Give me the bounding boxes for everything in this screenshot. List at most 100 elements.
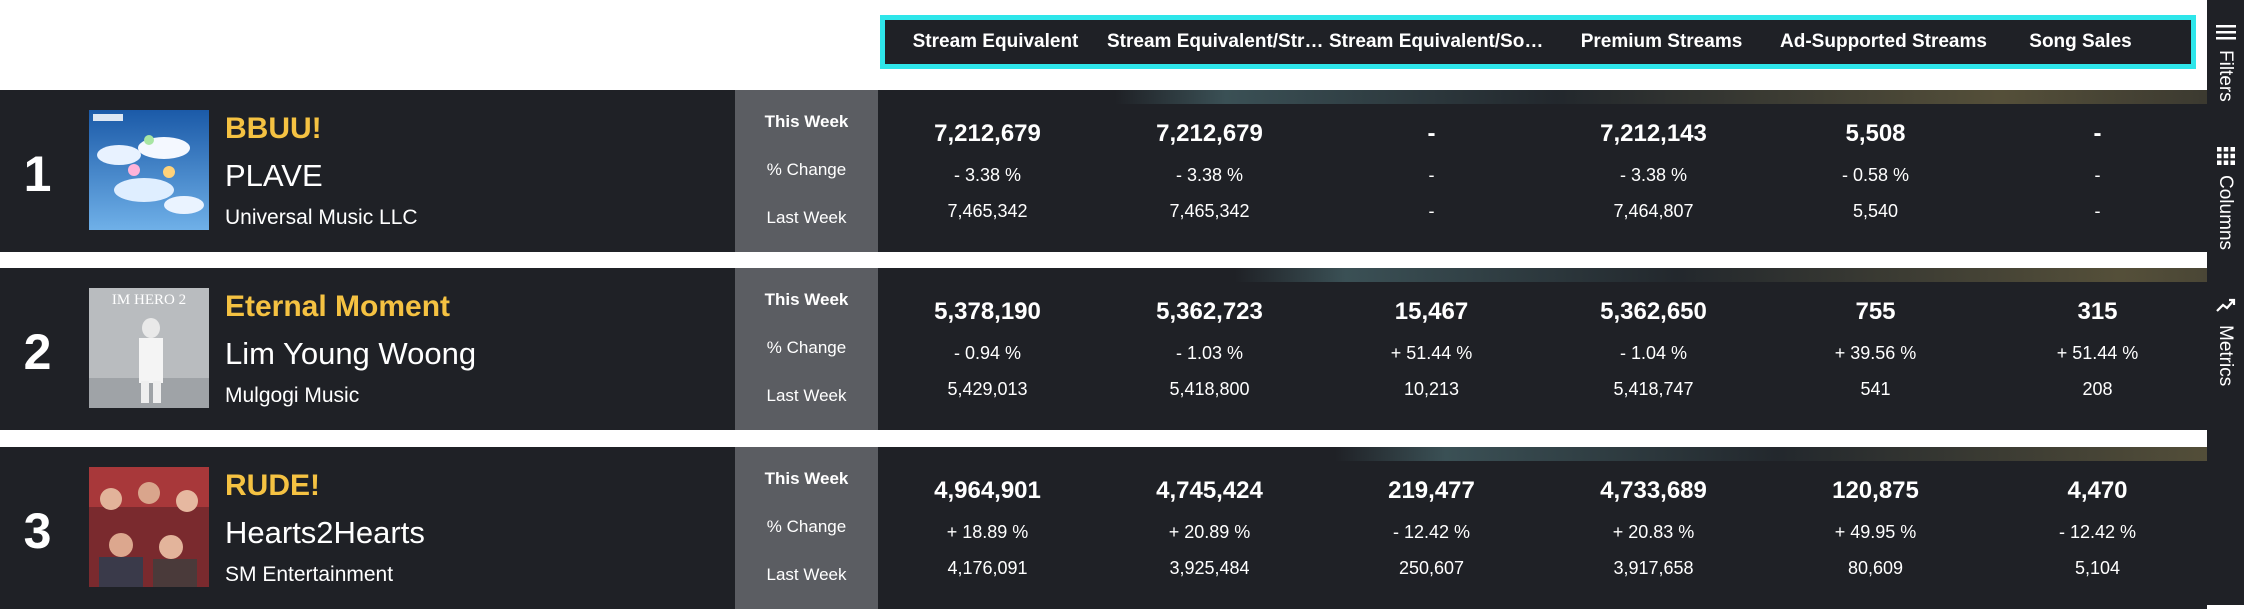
chart-row-2[interactable]: 2 IM HERO 2 Eternal Moment Lim Young Woo… [0, 268, 2207, 430]
value-this-week: 120,875 [1832, 477, 1919, 504]
this-week-label: This Week [764, 469, 849, 488]
value-this-week: 15,467 [1394, 298, 1469, 325]
column-header-stream-equivalent-songs[interactable]: Stream Equivalent/Son... [1329, 31, 1550, 52]
record-label: Universal Music LLC [225, 206, 418, 229]
artist-name[interactable]: Hearts2Hearts [225, 515, 425, 550]
value-pct-change: + 39.56 % [1834, 343, 1917, 363]
record-label: SM Entertainment [225, 563, 394, 586]
album-cover[interactable] [89, 110, 209, 230]
columns-button[interactable]: Columns [2207, 145, 2244, 260]
pct-change-label: % Change [766, 517, 847, 536]
trend-icon [2216, 298, 2236, 312]
value-last-week: 5,418,747 [1613, 379, 1694, 399]
chart-row-3[interactable]: 3 RUDE! Hearts2Hearts SM Entertainment T… [0, 447, 2207, 609]
this-week-label: This Week [764, 112, 849, 131]
rank-number: 3 [23, 503, 52, 559]
value-this-week: - [1427, 120, 1436, 147]
column-header-ad-supported-streams[interactable]: Ad-Supported Streams [1780, 31, 1987, 52]
value-pct-change: + 20.89 % [1168, 522, 1251, 542]
value-this-week: - [2093, 120, 2102, 147]
value-last-week: 5,418,800 [1169, 379, 1250, 399]
value-pct-change: - 12.42 % [2058, 522, 2137, 542]
value-this-week: 5,508 [1845, 120, 1906, 147]
value-this-week: 315 [2077, 298, 2118, 325]
value-pct-change: - 3.38 % [1175, 165, 1244, 185]
value-last-week: 5,540 [1852, 201, 1899, 221]
value-pct-change: - 1.04 % [1619, 343, 1688, 363]
filters-button[interactable]: Filters [2207, 20, 2244, 115]
value-pct-change: + 49.95 % [1834, 522, 1917, 542]
value-last-week: 250,607 [1398, 558, 1465, 578]
value-last-week: 3,917,658 [1613, 558, 1694, 578]
value-this-week: 4,733,689 [1600, 477, 1707, 504]
artist-name[interactable]: PLAVE [225, 158, 323, 193]
value-pct-change: + 20.83 % [1612, 522, 1695, 542]
pct-change-label: % Change [766, 160, 847, 179]
column-header-stream-equivalent-streams[interactable]: Stream Equivalent/Stre... [1107, 31, 1328, 52]
cover-text: IM HERO 2 [112, 292, 186, 308]
value-pct-change: - 12.42 % [1392, 522, 1471, 542]
this-week-label: This Week [764, 290, 849, 309]
value-last-week: 3,925,484 [1169, 558, 1250, 578]
value-last-week: - [2094, 201, 2101, 221]
value-this-week: 5,378,190 [934, 298, 1041, 325]
value-last-week: 7,465,342 [1169, 201, 1250, 221]
value-this-week: 219,477 [1388, 477, 1475, 504]
album-cover[interactable] [89, 467, 209, 587]
album-cover[interactable]: IM HERO 2 [89, 288, 209, 408]
value-pct-change: - 0.94 % [953, 343, 1022, 363]
value-last-week: 5,429,013 [947, 379, 1028, 399]
value-pct-change: - 3.38 % [1619, 165, 1688, 185]
column-header-stream-equivalent[interactable]: Stream Equivalent [912, 31, 1079, 52]
song-title[interactable]: Eternal Moment [225, 290, 451, 323]
side-panel: Filters Columns Metrics [2207, 0, 2244, 605]
column-header-premium-streams[interactable]: Premium Streams [1580, 31, 1743, 52]
value-last-week: 10,213 [1403, 379, 1460, 399]
value-pct-change: - 3.38 % [953, 165, 1022, 185]
record-label: Mulgogi Music [225, 384, 360, 407]
value-pct-change: + 51.44 % [2056, 343, 2139, 363]
grid-icon [2217, 147, 2235, 165]
value-last-week: 80,609 [1847, 558, 1904, 578]
value-this-week: 7,212,143 [1600, 120, 1707, 147]
value-this-week: 4,745,424 [1156, 477, 1263, 504]
value-last-week: 208 [2082, 379, 2113, 399]
row-labels: This Week % Change Last Week [735, 90, 878, 252]
value-pct-change: - 0.58 % [1841, 165, 1910, 185]
pct-change-label: % Change [766, 338, 847, 357]
column-header-song-sales[interactable]: Song Sales [2029, 31, 2132, 52]
row-labels: This Week % Change Last Week [735, 447, 878, 609]
value-pct-change: - 1.03 % [1175, 343, 1244, 363]
column-header-bar: Stream Equivalent Stream Equivalent/Stre… [880, 15, 2196, 69]
value-this-week: 5,362,723 [1156, 298, 1263, 325]
rank-number: 1 [23, 146, 52, 202]
value-this-week: 7,212,679 [1156, 120, 1263, 147]
value-last-week: 7,464,807 [1613, 201, 1694, 221]
rank-number: 2 [23, 324, 52, 380]
last-week-label: Last Week [766, 565, 847, 584]
metrics-label: Metrics [2214, 325, 2236, 387]
value-this-week: 4,470 [2067, 477, 2128, 504]
menu-icon [2216, 25, 2236, 40]
value-this-week: 5,362,650 [1600, 298, 1707, 325]
value-pct-change: + 18.89 % [946, 522, 1029, 542]
value-pct-change: - [2094, 165, 2101, 185]
row-labels: This Week % Change Last Week [735, 268, 878, 430]
last-week-label: Last Week [766, 386, 847, 405]
song-title[interactable]: RUDE! [225, 469, 320, 502]
value-last-week: 7,465,342 [947, 201, 1028, 221]
artist-name[interactable]: Lim Young Woong [225, 336, 477, 371]
value-last-week: 5,104 [2074, 558, 2121, 578]
value-pct-change: - [1428, 165, 1435, 185]
value-last-week: - [1428, 201, 1435, 221]
value-last-week: 4,176,091 [947, 558, 1028, 578]
value-this-week: 4,964,901 [934, 477, 1041, 504]
value-this-week: 755 [1855, 298, 1896, 325]
columns-label: Columns [2214, 175, 2236, 250]
filters-label: Filters [2214, 50, 2236, 102]
song-title[interactable]: BBUU! [225, 112, 322, 145]
last-week-label: Last Week [766, 208, 847, 227]
value-last-week: 541 [1860, 379, 1891, 399]
metrics-button[interactable]: Metrics [2207, 295, 2244, 405]
chart-row-1[interactable]: 1 BBUU! PLAVE Universal Music LLC This W… [0, 90, 2207, 252]
